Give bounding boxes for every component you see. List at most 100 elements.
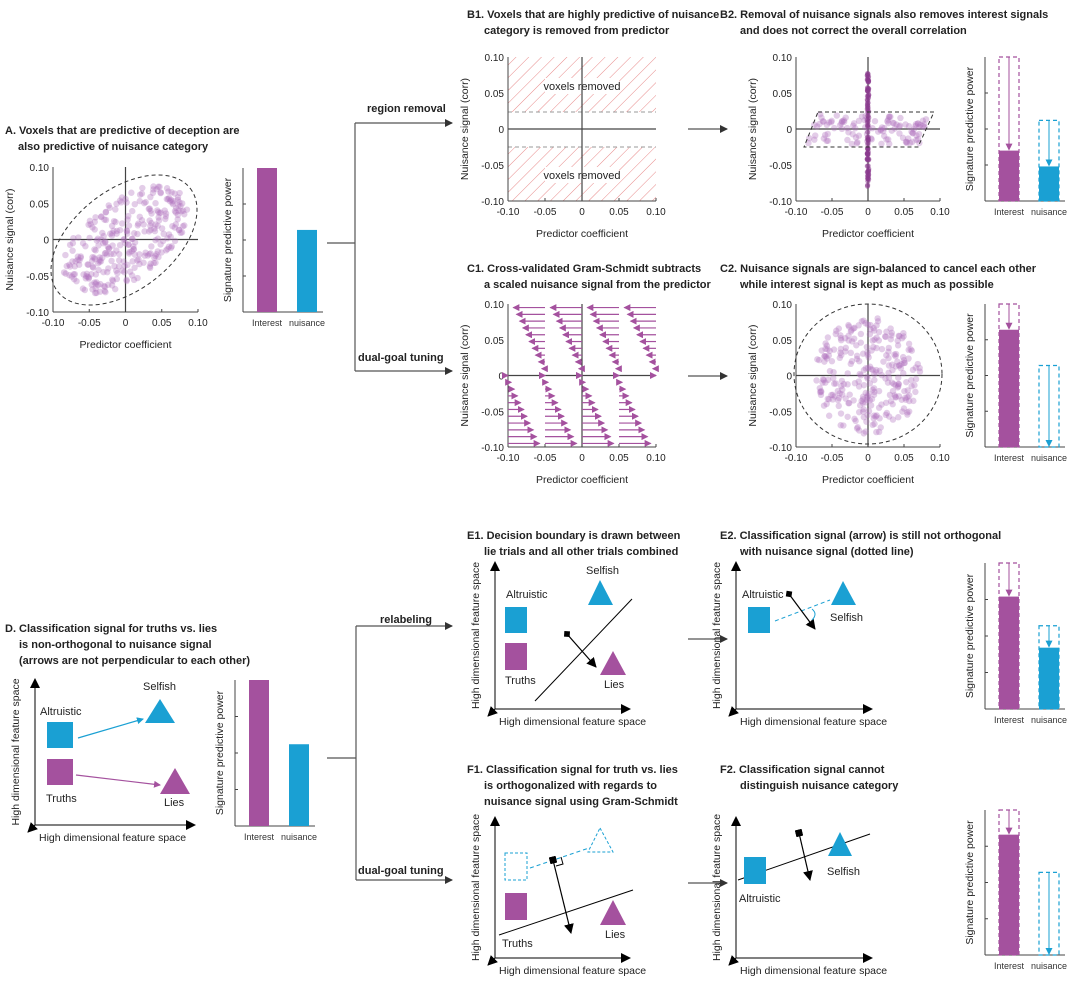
x-axis-label: Predictor coefficient (536, 474, 628, 486)
scatter-point (878, 371, 885, 379)
plots-layer: -0.10-0.10-0.05-0.05000.050.050.100.10Pr… (4, 53, 1067, 977)
scatter-point (92, 280, 99, 288)
scatter-point (91, 289, 99, 297)
scatter-point (165, 243, 173, 250)
scatter-point (855, 322, 862, 329)
scatter-point (92, 214, 99, 221)
scatter-point-removed-axis (865, 72, 871, 78)
scatter-point (831, 393, 838, 400)
scatter-point (873, 322, 880, 329)
scatter-point (894, 342, 902, 349)
scatter-point (177, 229, 184, 237)
scatter-point (113, 230, 120, 237)
scatter-point (830, 368, 837, 376)
scatter-point (125, 222, 133, 229)
scatter-point (848, 338, 856, 345)
bar-interest (999, 150, 1019, 201)
scatter-point (900, 359, 908, 367)
scatter-point (889, 416, 897, 423)
scatter-point (892, 394, 899, 401)
scatter-point (819, 376, 827, 383)
scatter-point (128, 189, 135, 196)
bar-nuisance (1039, 647, 1059, 709)
x-tick-label: 0.10 (646, 207, 666, 218)
scatter-point (875, 404, 883, 411)
scatter-point (907, 346, 914, 353)
scatter-point (99, 229, 106, 237)
scatter-point (157, 189, 164, 197)
scatter-point (857, 372, 865, 379)
scatter-point (156, 183, 163, 191)
scatter-point (811, 136, 818, 143)
bar-chart: Interest nuisance Signature predictive pow… (222, 168, 325, 328)
panel-e1-title: E1. Decision boundary is drawn between li… (467, 530, 681, 558)
scatter-point (168, 189, 175, 196)
y-tick-label: 0.05 (773, 336, 793, 347)
scatter-point (112, 218, 119, 226)
scatter-point (152, 199, 159, 207)
scatter-point (895, 380, 902, 388)
scatter-point (144, 252, 152, 259)
scatter-point (837, 410, 845, 417)
y-axis-label: Nuisance signal (corr) (459, 324, 471, 426)
scatter-point (70, 234, 77, 242)
x-tick-label: -0.10 (785, 207, 808, 218)
scatter-point (887, 336, 895, 343)
scatter-point (824, 395, 831, 403)
scatter-point (919, 122, 927, 130)
scatter-point (163, 195, 171, 203)
y-axis-label: Nuisance signal (corr) (459, 78, 471, 180)
scatter-point (88, 257, 96, 264)
scatter-point (904, 411, 911, 418)
scatter-point (70, 271, 77, 278)
scatter-point (822, 340, 829, 347)
scatter-point (122, 195, 129, 203)
scatter-point (174, 211, 182, 219)
scatter-point-removed-axis (864, 163, 870, 169)
scatter-point (875, 387, 883, 395)
scatter-plot-axes: -0.10-0.10 -0.05 -0.05 0 0 0.05 0.05 0.10 0.10 Pr… (459, 53, 666, 240)
scatter-point (113, 267, 120, 274)
scatter-point (831, 380, 838, 387)
bar-label-interest: Interest (252, 318, 283, 328)
scatter-point-removed-axis (865, 176, 871, 182)
scatter-point (148, 219, 155, 227)
scatter-point (134, 274, 141, 282)
scatter-point (883, 136, 890, 143)
feature-z-axis (27, 822, 38, 833)
scatter-point (913, 132, 920, 139)
scatter-point (85, 221, 92, 228)
scatter-point (150, 259, 157, 267)
y-tick-label: 0.10 (773, 53, 793, 64)
scatter-point (875, 328, 883, 336)
scatter-point (884, 118, 891, 125)
scatter-point (828, 391, 835, 399)
scatter-point (77, 254, 84, 261)
scatter-point (874, 318, 882, 325)
scatter-point (878, 345, 886, 353)
scatter-point (147, 193, 154, 201)
scatter-point (825, 412, 833, 419)
bar-nuisance (1039, 166, 1059, 201)
scatter-point (863, 396, 871, 404)
scatter-point (130, 230, 138, 237)
scatter-point (887, 113, 894, 121)
scatter-point (848, 326, 855, 334)
scatter-point (889, 119, 897, 127)
scatter-point (69, 247, 76, 254)
scatter-point (911, 382, 918, 389)
scatter-point (126, 248, 133, 256)
scatter-point (883, 352, 890, 359)
scatter-point (850, 397, 857, 404)
scatter-point (162, 247, 170, 254)
scatter-point (895, 383, 902, 390)
scatter-point (845, 129, 852, 136)
scatter-point (147, 260, 154, 267)
scatter-point (166, 198, 174, 205)
scatter-point (165, 194, 173, 202)
scatter-point-removed-axis (865, 118, 871, 124)
scatter-point (119, 267, 126, 274)
scatter-point (870, 391, 878, 398)
scatter-point (83, 270, 90, 277)
scatter-point (151, 254, 158, 261)
